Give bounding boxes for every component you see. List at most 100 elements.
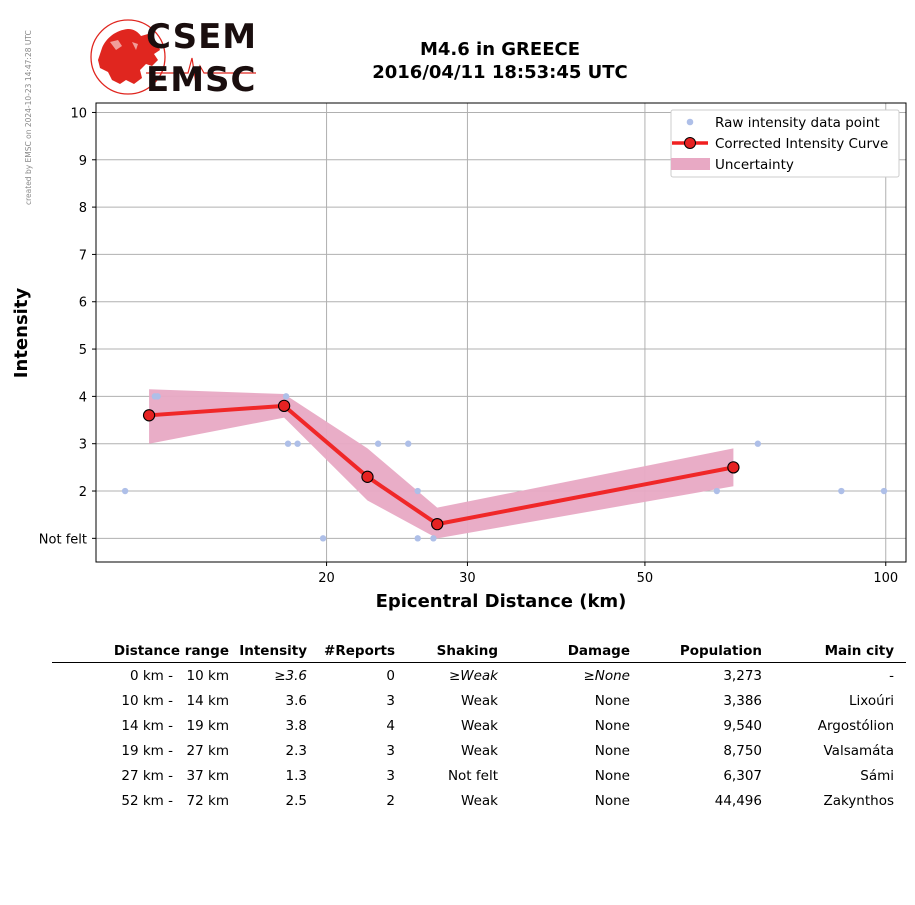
corrected-intensity-point <box>277 399 291 412</box>
cell-distance-range: 19 km - 27 km <box>52 743 229 759</box>
legend-uncertainty-label: Uncertainty <box>715 157 794 173</box>
corrected-intensity-point <box>142 409 156 422</box>
y-tick-label: 5 <box>79 343 87 358</box>
cell-reports: 3 <box>386 692 395 709</box>
cell-range-max: 72 km <box>186 792 229 809</box>
header-intensity: Intensity <box>239 643 307 659</box>
cell-shaking: Weak <box>461 742 498 759</box>
uncertainty-band <box>149 389 734 539</box>
cell-range-min: 10 km - <box>121 692 173 709</box>
axis-ticks: Not felt 2 3 4 5 6 7 8 9 10 20 30 50 100 <box>39 106 898 586</box>
legend: Raw intensity data point Corrected Inten… <box>670 109 900 178</box>
chart-title: M4.6 in GREECE 2016/04/11 18:53:45 UTC <box>300 38 700 84</box>
cell-population: 6,307 <box>723 767 762 784</box>
cell-reports: 4 <box>386 717 395 734</box>
cell-range-min: 0 km - <box>129 667 173 684</box>
corrected-intensity-point <box>727 461 740 474</box>
cell-main-city: - <box>889 667 894 684</box>
cell-distance-range: 0 km - 10 km <box>52 668 229 684</box>
raw-data-point <box>294 440 301 447</box>
raw-data-point <box>282 393 290 400</box>
grid-lines <box>96 103 906 562</box>
cell-range-min: 52 km - <box>121 792 173 809</box>
header-reports: #Reports <box>324 643 395 659</box>
cell-damage: ≥None <box>583 667 630 684</box>
legend-curve-label: Corrected Intensity Curve <box>715 136 888 152</box>
cell-damage: None <box>594 717 630 734</box>
x-tick-label: 30 <box>459 571 476 586</box>
raw-data-point <box>414 487 421 495</box>
cell-distance-range: 10 km - 14 km <box>52 693 229 709</box>
title-line-time: 2016/04/11 18:53:45 UTC <box>372 62 628 83</box>
table-row: 0 km - 10 km ≥3.6 0 ≥Weak ≥None 3,273 - <box>52 663 906 688</box>
logo-text-emsc: EMSC <box>146 60 257 100</box>
y-tick-label: 10 <box>70 106 87 121</box>
cell-damage: None <box>594 792 630 809</box>
cell-range-max: 19 km <box>186 717 229 734</box>
cell-reports: 3 <box>386 742 395 759</box>
cell-shaking: Weak <box>461 792 498 809</box>
y-tick-label: 4 <box>79 390 87 405</box>
header-shaking: Shaking <box>436 643 498 659</box>
raw-points-layer <box>121 393 888 542</box>
cell-shaking: ≥Weak <box>448 667 498 684</box>
cell-distance-range: 52 km - 72 km <box>52 793 229 809</box>
y-tick-label: 3 <box>79 438 87 453</box>
cell-population: 3,273 <box>723 667 762 684</box>
cell-population: 8,750 <box>723 742 762 759</box>
legend-curve-marker <box>684 137 696 149</box>
table-header: Distance range Intensity #Reports Shakin… <box>52 640 906 663</box>
table-row: 10 km - 14 km 3.6 3 Weak None 3,386 Lixoúri <box>52 688 906 713</box>
cell-range-max: 37 km <box>186 767 229 784</box>
raw-data-point <box>414 535 421 542</box>
raw-data-point <box>713 487 721 495</box>
header-damage: Damage <box>567 643 630 659</box>
y-tick-label: 2 <box>79 485 87 500</box>
legend-raw-label: Raw intensity data point <box>715 115 880 131</box>
cell-main-city: Argostólion <box>817 717 894 734</box>
cell-shaking: Not felt <box>447 767 498 784</box>
x-tick-label: 50 <box>637 571 654 586</box>
cell-main-city: Valsamáta <box>823 742 894 759</box>
header-city: Main city <box>824 643 894 659</box>
cell-main-city: Zakynthos <box>823 792 894 809</box>
cell-shaking: Weak <box>461 717 498 734</box>
cell-reports: 0 <box>386 667 395 684</box>
csem-emsc-logo: CSEM EMSC <box>88 18 258 98</box>
x-tick-label: 100 <box>873 571 898 586</box>
cell-reports: 2 <box>386 792 395 809</box>
cell-intensity: 2.3 <box>285 742 307 759</box>
cell-distance-range: 27 km - 37 km <box>52 768 229 784</box>
legend-raw-marker <box>686 118 694 126</box>
raw-data-point <box>374 440 382 447</box>
cell-intensity: ≥3.6 <box>274 667 307 684</box>
cell-population: 3,386 <box>723 692 762 709</box>
raw-data-point <box>121 487 129 495</box>
uncertainty-band-layer <box>149 389 734 539</box>
y-tick-label: 9 <box>79 154 87 169</box>
cell-range-min: 27 km - <box>121 767 173 784</box>
cell-range-min: 14 km - <box>121 717 173 734</box>
raw-data-point <box>880 487 888 495</box>
plot-frame <box>95 102 907 563</box>
y-tick-label: Not felt <box>39 532 87 547</box>
table-body: 0 km -10 km ≥3.6 0 ≥Weak ≥None 3,273-10 km -1… <box>52 663 906 813</box>
title-line-event: M4.6 in GREECE <box>419 39 581 60</box>
cell-main-city: Sámi <box>860 767 894 784</box>
raw-data-point <box>284 440 292 447</box>
header-distance: Distance range <box>113 643 229 659</box>
raw-data-point <box>319 535 327 542</box>
corrected-intensity-point <box>431 517 444 531</box>
cell-range-max: 10 km <box>186 667 229 684</box>
cell-range-min: 19 km - <box>121 742 173 759</box>
corrected-curve-layer <box>142 399 740 531</box>
cell-damage: None <box>594 767 630 784</box>
raw-data-point <box>754 440 762 447</box>
raw-data-point <box>154 393 161 400</box>
cell-damage: None <box>594 692 630 709</box>
logo-text-csem: CSEM <box>146 17 258 57</box>
raw-data-point <box>405 440 412 447</box>
table-row: 14 km - 19 km 3.8 4 Weak None 9,540 Argostólion <box>52 713 906 738</box>
cell-population: 44,496 <box>714 792 762 809</box>
legend-box <box>670 109 900 178</box>
